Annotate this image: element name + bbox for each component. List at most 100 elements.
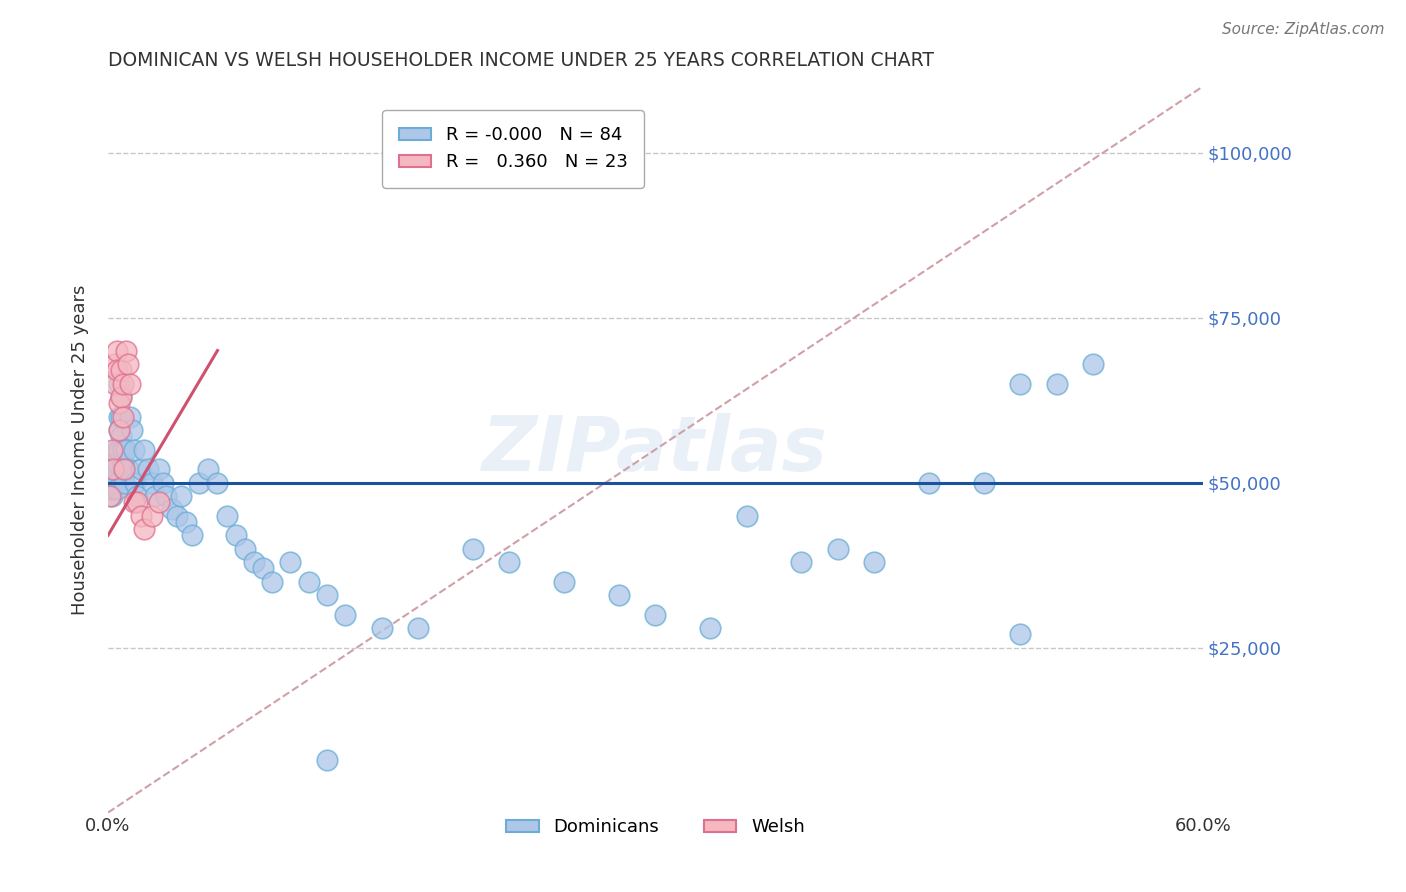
Point xyxy=(155,489,177,503)
Point xyxy=(117,462,139,476)
Point xyxy=(160,502,183,516)
Point xyxy=(215,508,238,523)
Point xyxy=(461,541,484,556)
Point xyxy=(105,456,128,470)
Point xyxy=(104,462,127,476)
Point xyxy=(105,482,128,496)
Point xyxy=(188,475,211,490)
Point xyxy=(98,482,121,496)
Point xyxy=(225,528,247,542)
Point xyxy=(141,475,163,490)
Text: ZIPatlas: ZIPatlas xyxy=(482,412,828,486)
Y-axis label: Householder Income Under 25 years: Householder Income Under 25 years xyxy=(72,285,89,615)
Point xyxy=(108,423,131,437)
Point xyxy=(498,555,520,569)
Point xyxy=(252,561,274,575)
Point xyxy=(790,555,813,569)
Point xyxy=(104,475,127,490)
Point xyxy=(103,462,125,476)
Point xyxy=(124,475,146,490)
Point xyxy=(103,449,125,463)
Point xyxy=(105,343,128,358)
Point xyxy=(1083,357,1105,371)
Point xyxy=(316,753,339,767)
Point xyxy=(406,621,429,635)
Point xyxy=(298,574,321,589)
Point xyxy=(316,588,339,602)
Point xyxy=(110,363,132,377)
Point xyxy=(98,462,121,476)
Point xyxy=(280,555,302,569)
Point xyxy=(181,528,204,542)
Point xyxy=(827,541,849,556)
Point xyxy=(129,462,152,476)
Point xyxy=(370,621,392,635)
Point xyxy=(699,621,721,635)
Point xyxy=(207,475,229,490)
Point xyxy=(127,489,149,503)
Point xyxy=(111,376,134,391)
Point xyxy=(98,489,121,503)
Point xyxy=(108,442,131,457)
Point xyxy=(104,376,127,391)
Point xyxy=(262,574,284,589)
Point xyxy=(103,469,125,483)
Point xyxy=(108,376,131,391)
Point xyxy=(152,475,174,490)
Point xyxy=(145,489,167,503)
Point xyxy=(121,423,143,437)
Point xyxy=(100,489,122,503)
Text: DOMINICAN VS WELSH HOUSEHOLDER INCOME UNDER 25 YEARS CORRELATION CHART: DOMINICAN VS WELSH HOUSEHOLDER INCOME UN… xyxy=(108,51,934,70)
Point xyxy=(104,456,127,470)
Point xyxy=(918,475,941,490)
Point xyxy=(112,462,135,476)
Point xyxy=(117,357,139,371)
Point xyxy=(111,456,134,470)
Point xyxy=(1046,376,1069,391)
Point xyxy=(112,462,135,476)
Point xyxy=(100,456,122,470)
Point xyxy=(973,475,995,490)
Point xyxy=(127,495,149,509)
Point xyxy=(104,469,127,483)
Point xyxy=(176,515,198,529)
Point xyxy=(170,489,193,503)
Point xyxy=(104,357,127,371)
Point xyxy=(100,442,122,457)
Point xyxy=(122,495,145,509)
Point xyxy=(105,462,128,476)
Point xyxy=(115,442,138,457)
Point xyxy=(233,541,256,556)
Point xyxy=(110,409,132,424)
Point xyxy=(166,508,188,523)
Point xyxy=(108,423,131,437)
Point xyxy=(111,442,134,457)
Point xyxy=(136,462,159,476)
Point xyxy=(134,442,156,457)
Point xyxy=(148,462,170,476)
Point xyxy=(118,376,141,391)
Text: Source: ZipAtlas.com: Source: ZipAtlas.com xyxy=(1222,22,1385,37)
Point xyxy=(122,442,145,457)
Point xyxy=(108,396,131,410)
Point xyxy=(134,522,156,536)
Point xyxy=(110,429,132,443)
Point xyxy=(108,409,131,424)
Point xyxy=(118,409,141,424)
Point xyxy=(103,462,125,476)
Point xyxy=(607,588,630,602)
Point xyxy=(1010,627,1032,641)
Point xyxy=(100,469,122,483)
Point xyxy=(111,409,134,424)
Point xyxy=(148,495,170,509)
Legend: Dominicans, Welsh: Dominicans, Welsh xyxy=(499,811,811,844)
Point xyxy=(129,508,152,523)
Point xyxy=(105,363,128,377)
Point xyxy=(103,482,125,496)
Point xyxy=(644,607,666,622)
Point xyxy=(1010,376,1032,391)
Point xyxy=(98,469,121,483)
Point xyxy=(197,462,219,476)
Point xyxy=(110,390,132,404)
Point xyxy=(105,442,128,457)
